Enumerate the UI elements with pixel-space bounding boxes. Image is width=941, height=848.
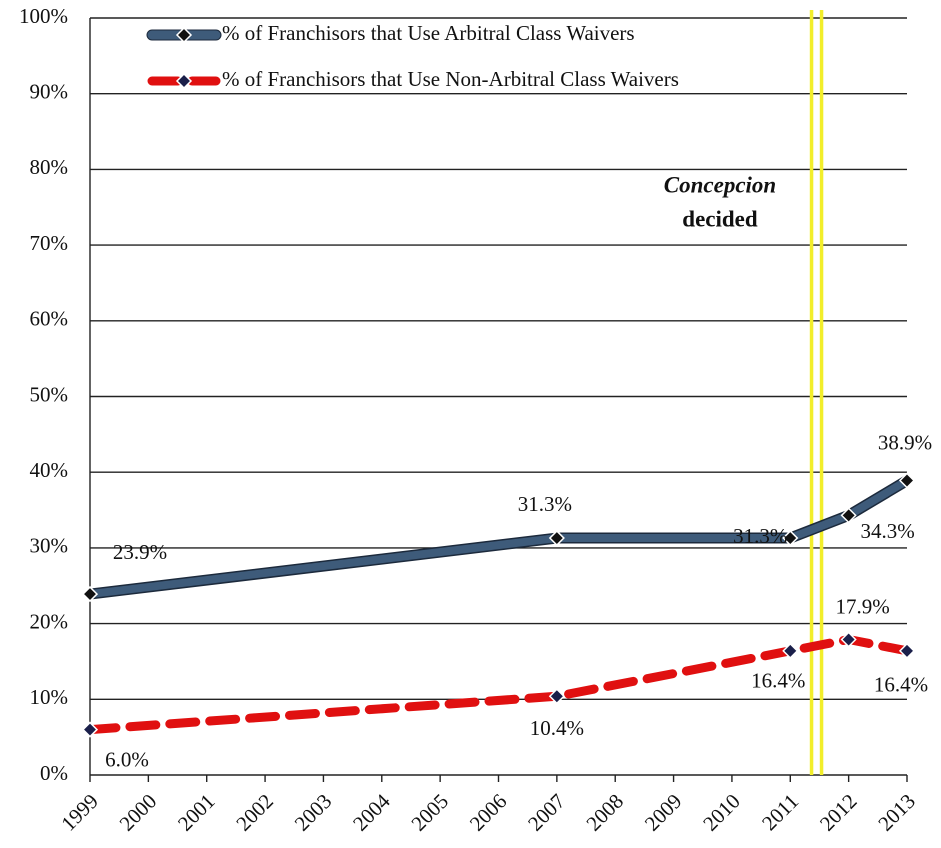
y-tick-label: 30% bbox=[30, 534, 69, 558]
x-tick-label: 2009 bbox=[640, 789, 687, 836]
data-label: 38.9% bbox=[878, 430, 932, 454]
point bbox=[548, 688, 565, 705]
point bbox=[81, 721, 99, 738]
y-tick-label: 10% bbox=[30, 685, 69, 709]
x-tick-label: 2007 bbox=[523, 789, 570, 836]
y-tick-label: 70% bbox=[30, 231, 69, 255]
x-tick-label: 2011 bbox=[757, 789, 803, 835]
x-tick-label: 2005 bbox=[406, 789, 453, 836]
y-tick-label: 50% bbox=[30, 382, 69, 406]
x-tick-label: 2010 bbox=[698, 789, 745, 836]
data-label: 17.9% bbox=[836, 594, 890, 618]
annotation-text: decided bbox=[682, 206, 758, 231]
x-tick-label: 2003 bbox=[290, 789, 337, 836]
x-tick-label: 2012 bbox=[815, 789, 862, 836]
point bbox=[548, 529, 565, 547]
legend-label: % of Franchisors that Use Non-Arbitral C… bbox=[222, 67, 679, 91]
x-tick-label: 2001 bbox=[173, 789, 220, 836]
data-label: 10.4% bbox=[530, 716, 584, 740]
annotation-text: Concepcion bbox=[664, 172, 776, 197]
x-tick-label: 2013 bbox=[873, 789, 920, 836]
point bbox=[81, 586, 99, 603]
x-tick-label: 1999 bbox=[56, 789, 103, 836]
data-label: 23.9% bbox=[113, 540, 167, 564]
legend-marker bbox=[175, 72, 193, 90]
point bbox=[782, 529, 799, 547]
point bbox=[840, 631, 857, 648]
point bbox=[840, 507, 857, 524]
y-tick-label: 80% bbox=[30, 155, 69, 179]
x-tick-label: 2004 bbox=[348, 789, 395, 836]
y-tick-label: 90% bbox=[30, 80, 69, 104]
x-tick-label: 2008 bbox=[581, 789, 628, 836]
y-tick-label: 0% bbox=[40, 761, 68, 785]
data-label: 31.3% bbox=[518, 492, 572, 516]
x-tick-label: 2006 bbox=[465, 789, 512, 836]
point bbox=[898, 472, 916, 489]
point bbox=[782, 642, 799, 659]
point bbox=[898, 642, 916, 659]
y-tick-label: 20% bbox=[30, 609, 69, 633]
y-tick-label: 40% bbox=[30, 458, 69, 482]
x-tick-label: 2000 bbox=[115, 789, 162, 836]
data-label: 6.0% bbox=[105, 747, 149, 771]
data-label: 16.4% bbox=[874, 673, 928, 697]
data-label: 31.3% bbox=[733, 524, 787, 548]
y-tick-label: 60% bbox=[30, 307, 69, 331]
x-tick-label: 2002 bbox=[231, 789, 278, 836]
data-label: 34.3% bbox=[861, 519, 915, 543]
legend-marker bbox=[175, 26, 193, 44]
legend-label: % of Franchisors that Use Arbitral Class… bbox=[222, 21, 635, 45]
data-label: 16.4% bbox=[751, 669, 805, 693]
y-tick-label: 100% bbox=[19, 4, 68, 28]
